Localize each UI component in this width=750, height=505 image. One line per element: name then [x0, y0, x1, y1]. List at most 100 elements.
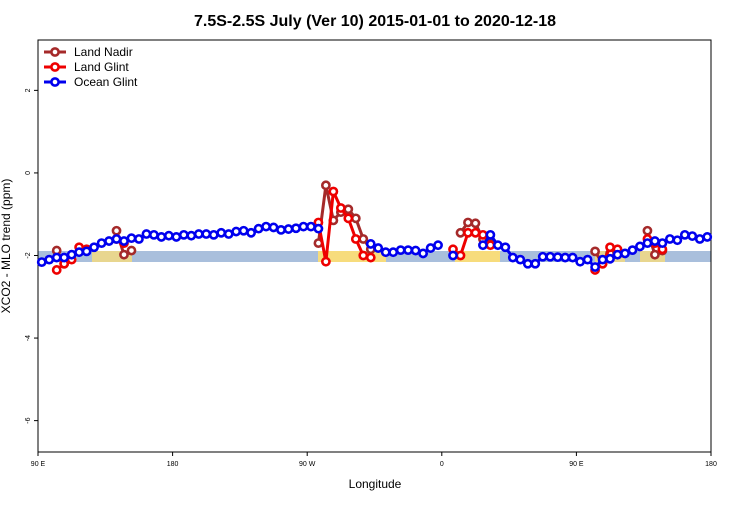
data-point: [119, 236, 129, 246]
legend-label: Land Glint: [74, 60, 129, 74]
x-tick-label: 0: [440, 461, 444, 468]
data-point: [485, 229, 496, 240]
data-point: [575, 256, 586, 267]
data-point: [537, 251, 548, 262]
data-point: [306, 221, 316, 232]
data-point: [702, 232, 713, 242]
data-point: [343, 213, 354, 224]
y-tick-label: 2: [25, 88, 32, 92]
data-point: [44, 254, 55, 265]
data-point: [74, 247, 85, 258]
legend-marker: [50, 77, 60, 87]
land-band: [92, 251, 132, 262]
data-point: [425, 243, 436, 253]
data-point: [590, 262, 600, 272]
data-point: [463, 217, 473, 228]
data-point: [111, 225, 122, 236]
data-point: [59, 252, 70, 263]
plot-frame: [37, 39, 712, 453]
data-point: [335, 203, 346, 213]
data-point: [238, 225, 249, 236]
data-point: [223, 229, 234, 239]
data-point: [694, 234, 705, 244]
data-point: [365, 239, 376, 249]
data-point: [365, 252, 376, 263]
data-point: [672, 235, 683, 246]
data-point: [679, 229, 690, 240]
data-point: [642, 238, 653, 249]
data-point: [126, 245, 137, 256]
y-tick-label: -6: [25, 417, 32, 423]
data-point: [276, 224, 286, 235]
data-point: [492, 240, 503, 251]
data-point: [522, 258, 533, 269]
data-point: [485, 240, 496, 251]
data-point: [418, 248, 429, 259]
data-point: [111, 234, 122, 244]
data-point: [246, 227, 257, 238]
data-point: [605, 253, 615, 264]
data-point: [350, 213, 361, 224]
data-point: [403, 245, 414, 256]
data-point: [156, 232, 167, 242]
data-point: [433, 240, 443, 251]
data-point: [343, 204, 354, 215]
x-tick-label: 90 E: [31, 461, 46, 468]
data-point: [350, 234, 361, 244]
data-point: [193, 229, 204, 239]
data-point: [463, 227, 473, 238]
data-point: [552, 252, 563, 263]
data-point: [470, 227, 481, 238]
data-point: [358, 250, 369, 261]
data-point: [395, 245, 406, 256]
data-point: [66, 249, 77, 260]
data-point: [650, 236, 660, 246]
data-point: [410, 245, 421, 256]
data-point: [283, 224, 294, 234]
legend-label: Land Nadir: [74, 45, 133, 59]
data-point: [313, 223, 324, 234]
data-point: [216, 227, 227, 238]
y-tick-label: 0: [25, 171, 32, 175]
data-point: [81, 246, 92, 257]
data-point: [687, 231, 698, 241]
land-band: [455, 251, 500, 262]
y-tick-label: -4: [25, 335, 32, 341]
data-point: [582, 254, 593, 265]
data-point: [96, 238, 107, 249]
data-point: [507, 252, 518, 263]
data-point: [545, 251, 556, 262]
data-point: [231, 226, 242, 237]
data-point: [567, 252, 578, 263]
legend-marker: [50, 62, 60, 72]
data-point: [261, 221, 271, 232]
data-point: [470, 218, 481, 229]
data-point: [635, 241, 645, 252]
data-point: [291, 223, 301, 234]
data-point: [298, 221, 309, 232]
data-point: [36, 257, 47, 268]
data-point: [650, 249, 660, 260]
data-point: [590, 246, 600, 257]
data-point: [268, 222, 279, 233]
data-point: [627, 245, 638, 256]
data-point: [141, 229, 152, 239]
data-point: [208, 229, 219, 240]
data-point: [328, 186, 339, 197]
data-point: [201, 229, 212, 239]
data-point: [171, 232, 182, 242]
y-tick-label: -2: [25, 252, 32, 258]
data-point: [664, 234, 675, 244]
x-tick-label: 90 W: [299, 461, 316, 468]
data-point: [51, 252, 62, 263]
legend-marker: [50, 47, 60, 57]
data-point: [186, 230, 197, 241]
data-point: [500, 242, 511, 253]
data-point: [448, 250, 458, 261]
data-point: [657, 238, 668, 249]
x-tick-label: 90 E: [569, 461, 584, 468]
data-point: [126, 233, 137, 244]
data-point: [119, 249, 129, 260]
